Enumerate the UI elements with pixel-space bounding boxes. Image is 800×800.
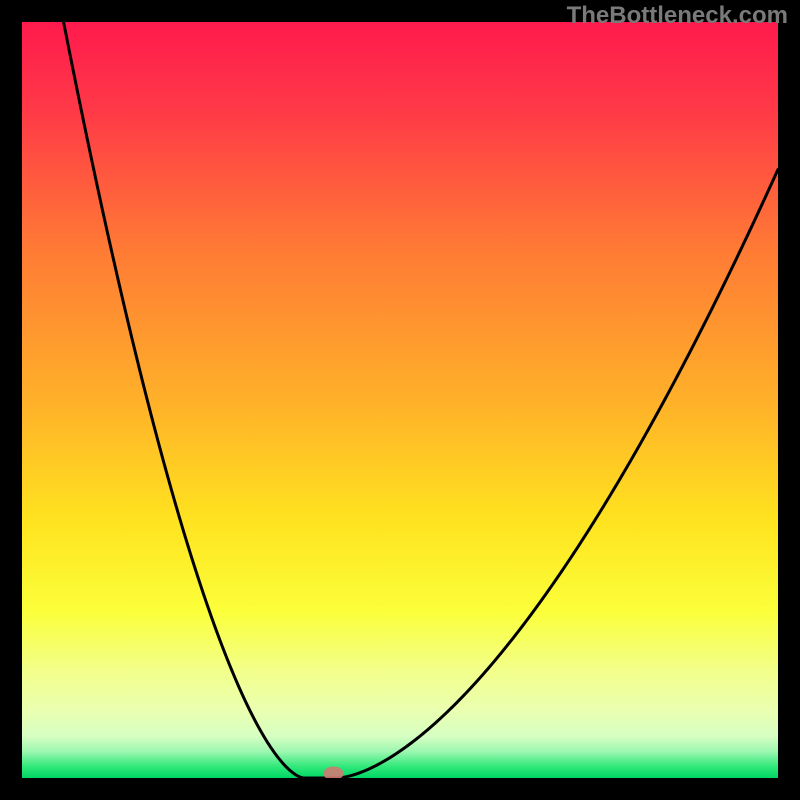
watermark-text: TheBottleneck.com xyxy=(567,2,788,30)
plot-area xyxy=(22,22,778,778)
vertex-marker xyxy=(323,766,343,778)
curve-layer xyxy=(22,22,778,778)
bottleneck-curve xyxy=(64,22,778,778)
chart-frame: TheBottleneck.com xyxy=(0,0,800,800)
